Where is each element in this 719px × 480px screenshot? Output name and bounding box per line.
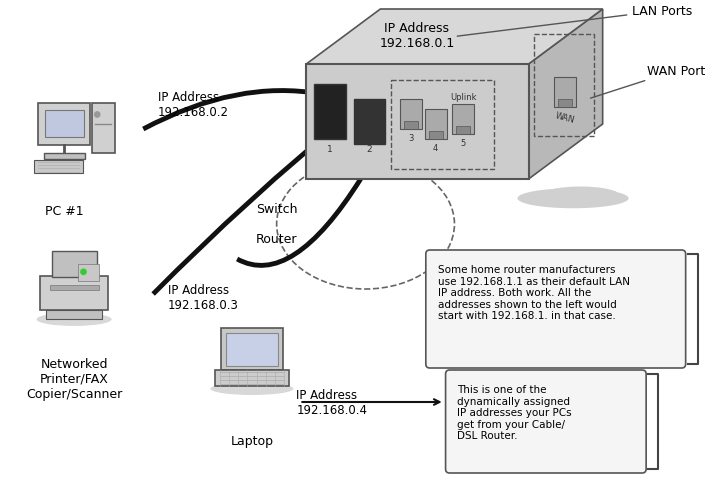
Text: Some home router manufacturers
use 192.168.1.1 as their default LAN
IP address. : Some home router manufacturers use 192.1… (438, 264, 630, 321)
FancyBboxPatch shape (559, 99, 572, 107)
FancyBboxPatch shape (452, 105, 475, 135)
Ellipse shape (37, 313, 111, 326)
Text: Networked
Printer/FAX
Copier/Scanner: Networked Printer/FAX Copier/Scanner (26, 357, 122, 400)
Text: IP Address
192.168.0.3: IP Address 192.168.0.3 (168, 283, 239, 312)
Text: LAN Ports: LAN Ports (457, 5, 692, 37)
FancyBboxPatch shape (221, 328, 283, 370)
FancyBboxPatch shape (92, 104, 115, 153)
FancyBboxPatch shape (554, 77, 576, 107)
FancyBboxPatch shape (306, 65, 528, 180)
FancyBboxPatch shape (44, 153, 85, 160)
FancyBboxPatch shape (78, 264, 99, 282)
Text: 4: 4 (433, 144, 439, 153)
Text: IP Address
192.168.0.1: IP Address 192.168.0.1 (380, 22, 454, 50)
Text: 2: 2 (367, 144, 372, 154)
Ellipse shape (518, 189, 628, 209)
Text: WAN: WAN (554, 111, 576, 125)
Text: WAN Port: WAN Port (590, 65, 705, 99)
FancyBboxPatch shape (52, 252, 96, 277)
Text: Laptop: Laptop (230, 434, 273, 447)
Text: PC #1: PC #1 (45, 204, 83, 217)
Text: Router: Router (256, 233, 298, 246)
FancyBboxPatch shape (314, 85, 346, 140)
Text: IP Address
192.168.0.4: IP Address 192.168.0.4 (296, 388, 367, 416)
Polygon shape (528, 10, 603, 180)
Text: This is one of the
dynamically assigned
IP addresses your PCs
get from your Cabl: This is one of the dynamically assigned … (457, 384, 572, 441)
FancyBboxPatch shape (226, 333, 278, 366)
FancyBboxPatch shape (38, 104, 91, 145)
Text: 1: 1 (327, 144, 333, 154)
FancyBboxPatch shape (46, 310, 102, 320)
Circle shape (81, 270, 86, 275)
Text: Switch: Switch (256, 203, 298, 216)
FancyBboxPatch shape (446, 370, 646, 473)
FancyBboxPatch shape (354, 100, 385, 144)
FancyBboxPatch shape (426, 251, 686, 368)
FancyBboxPatch shape (457, 127, 470, 135)
FancyBboxPatch shape (35, 161, 83, 174)
FancyBboxPatch shape (40, 276, 108, 310)
Circle shape (95, 113, 100, 118)
Text: 5: 5 (461, 139, 466, 148)
Ellipse shape (541, 187, 620, 205)
Text: 3: 3 (408, 134, 413, 143)
FancyBboxPatch shape (50, 286, 99, 290)
Text: Uplink: Uplink (450, 92, 477, 101)
FancyBboxPatch shape (214, 370, 289, 386)
Ellipse shape (211, 383, 293, 395)
FancyBboxPatch shape (425, 110, 446, 140)
FancyBboxPatch shape (400, 100, 422, 130)
FancyBboxPatch shape (45, 110, 83, 138)
FancyBboxPatch shape (429, 132, 443, 140)
FancyBboxPatch shape (404, 122, 418, 130)
Polygon shape (306, 10, 603, 65)
Text: IP Address
192.168.0.2: IP Address 192.168.0.2 (158, 91, 229, 119)
